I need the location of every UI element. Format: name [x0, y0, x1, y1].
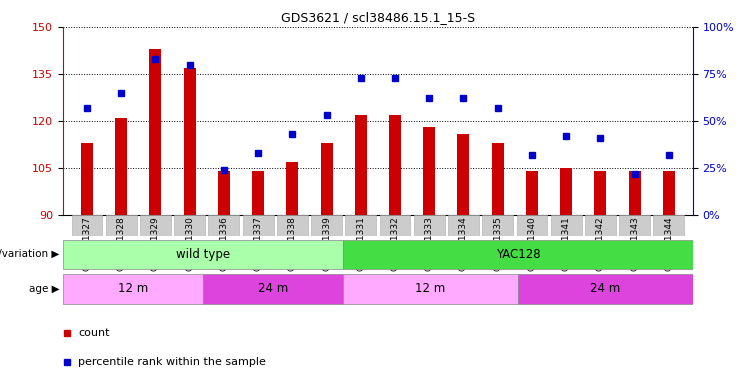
Bar [594, 171, 606, 215]
FancyBboxPatch shape [516, 215, 548, 236]
Bar [321, 143, 333, 215]
FancyBboxPatch shape [243, 215, 273, 236]
FancyBboxPatch shape [277, 215, 308, 236]
FancyBboxPatch shape [379, 215, 411, 236]
Text: percentile rank within the sample: percentile rank within the sample [78, 357, 266, 367]
FancyBboxPatch shape [174, 215, 205, 236]
Bar [628, 171, 641, 215]
Title: GDS3621 / scl38486.15.1_15-S: GDS3621 / scl38486.15.1_15-S [281, 11, 475, 24]
Bar [389, 115, 401, 215]
Text: GSM491334: GSM491334 [459, 216, 468, 271]
FancyBboxPatch shape [343, 240, 693, 269]
Text: GSM491335: GSM491335 [494, 216, 502, 271]
Text: 12 m: 12 m [415, 283, 445, 295]
FancyBboxPatch shape [311, 215, 342, 236]
FancyBboxPatch shape [518, 274, 693, 304]
Text: age ▶: age ▶ [29, 284, 59, 294]
Bar [423, 127, 435, 215]
Bar [115, 118, 127, 215]
FancyBboxPatch shape [482, 215, 513, 236]
Text: GSM491328: GSM491328 [116, 216, 126, 271]
FancyBboxPatch shape [414, 215, 445, 236]
Text: GSM491329: GSM491329 [151, 216, 160, 271]
Text: GSM491342: GSM491342 [596, 216, 605, 271]
Text: GSM491340: GSM491340 [528, 216, 536, 271]
Text: wild type: wild type [176, 248, 230, 261]
Text: GSM491331: GSM491331 [356, 216, 365, 271]
FancyBboxPatch shape [551, 215, 582, 236]
Text: GSM491337: GSM491337 [253, 216, 262, 271]
Bar [81, 143, 93, 215]
Text: GSM491330: GSM491330 [185, 216, 194, 271]
FancyBboxPatch shape [585, 215, 616, 236]
FancyBboxPatch shape [448, 215, 479, 236]
Bar [492, 143, 504, 215]
FancyBboxPatch shape [654, 215, 684, 236]
Text: GSM491341: GSM491341 [562, 216, 571, 271]
FancyBboxPatch shape [140, 215, 171, 236]
Text: YAC128: YAC128 [496, 248, 540, 261]
Bar [286, 162, 299, 215]
Text: GSM491327: GSM491327 [82, 216, 91, 271]
FancyBboxPatch shape [63, 240, 343, 269]
Text: 24 m: 24 m [591, 283, 620, 295]
Text: GSM491343: GSM491343 [630, 216, 639, 271]
Bar [252, 171, 264, 215]
Text: GSM491338: GSM491338 [288, 216, 297, 271]
Text: 24 m: 24 m [258, 283, 288, 295]
Text: GSM491336: GSM491336 [219, 216, 228, 271]
FancyBboxPatch shape [619, 215, 650, 236]
FancyBboxPatch shape [63, 274, 203, 304]
Bar [457, 134, 470, 215]
Text: GSM491339: GSM491339 [322, 216, 331, 271]
FancyBboxPatch shape [203, 274, 343, 304]
Bar [663, 171, 675, 215]
Text: 12 m: 12 m [118, 283, 148, 295]
FancyBboxPatch shape [72, 215, 102, 236]
Text: GSM491333: GSM491333 [425, 216, 433, 271]
FancyBboxPatch shape [106, 215, 136, 236]
Text: count: count [78, 328, 110, 338]
FancyBboxPatch shape [343, 274, 518, 304]
FancyBboxPatch shape [208, 215, 239, 236]
Text: GSM491344: GSM491344 [665, 216, 674, 271]
Bar [184, 68, 196, 215]
Text: GSM491332: GSM491332 [391, 216, 399, 271]
Bar [218, 171, 230, 215]
Bar [560, 168, 572, 215]
Bar [150, 49, 162, 215]
Text: genotype/variation ▶: genotype/variation ▶ [0, 249, 59, 260]
Bar [355, 115, 367, 215]
FancyBboxPatch shape [345, 215, 376, 236]
Bar [526, 171, 538, 215]
